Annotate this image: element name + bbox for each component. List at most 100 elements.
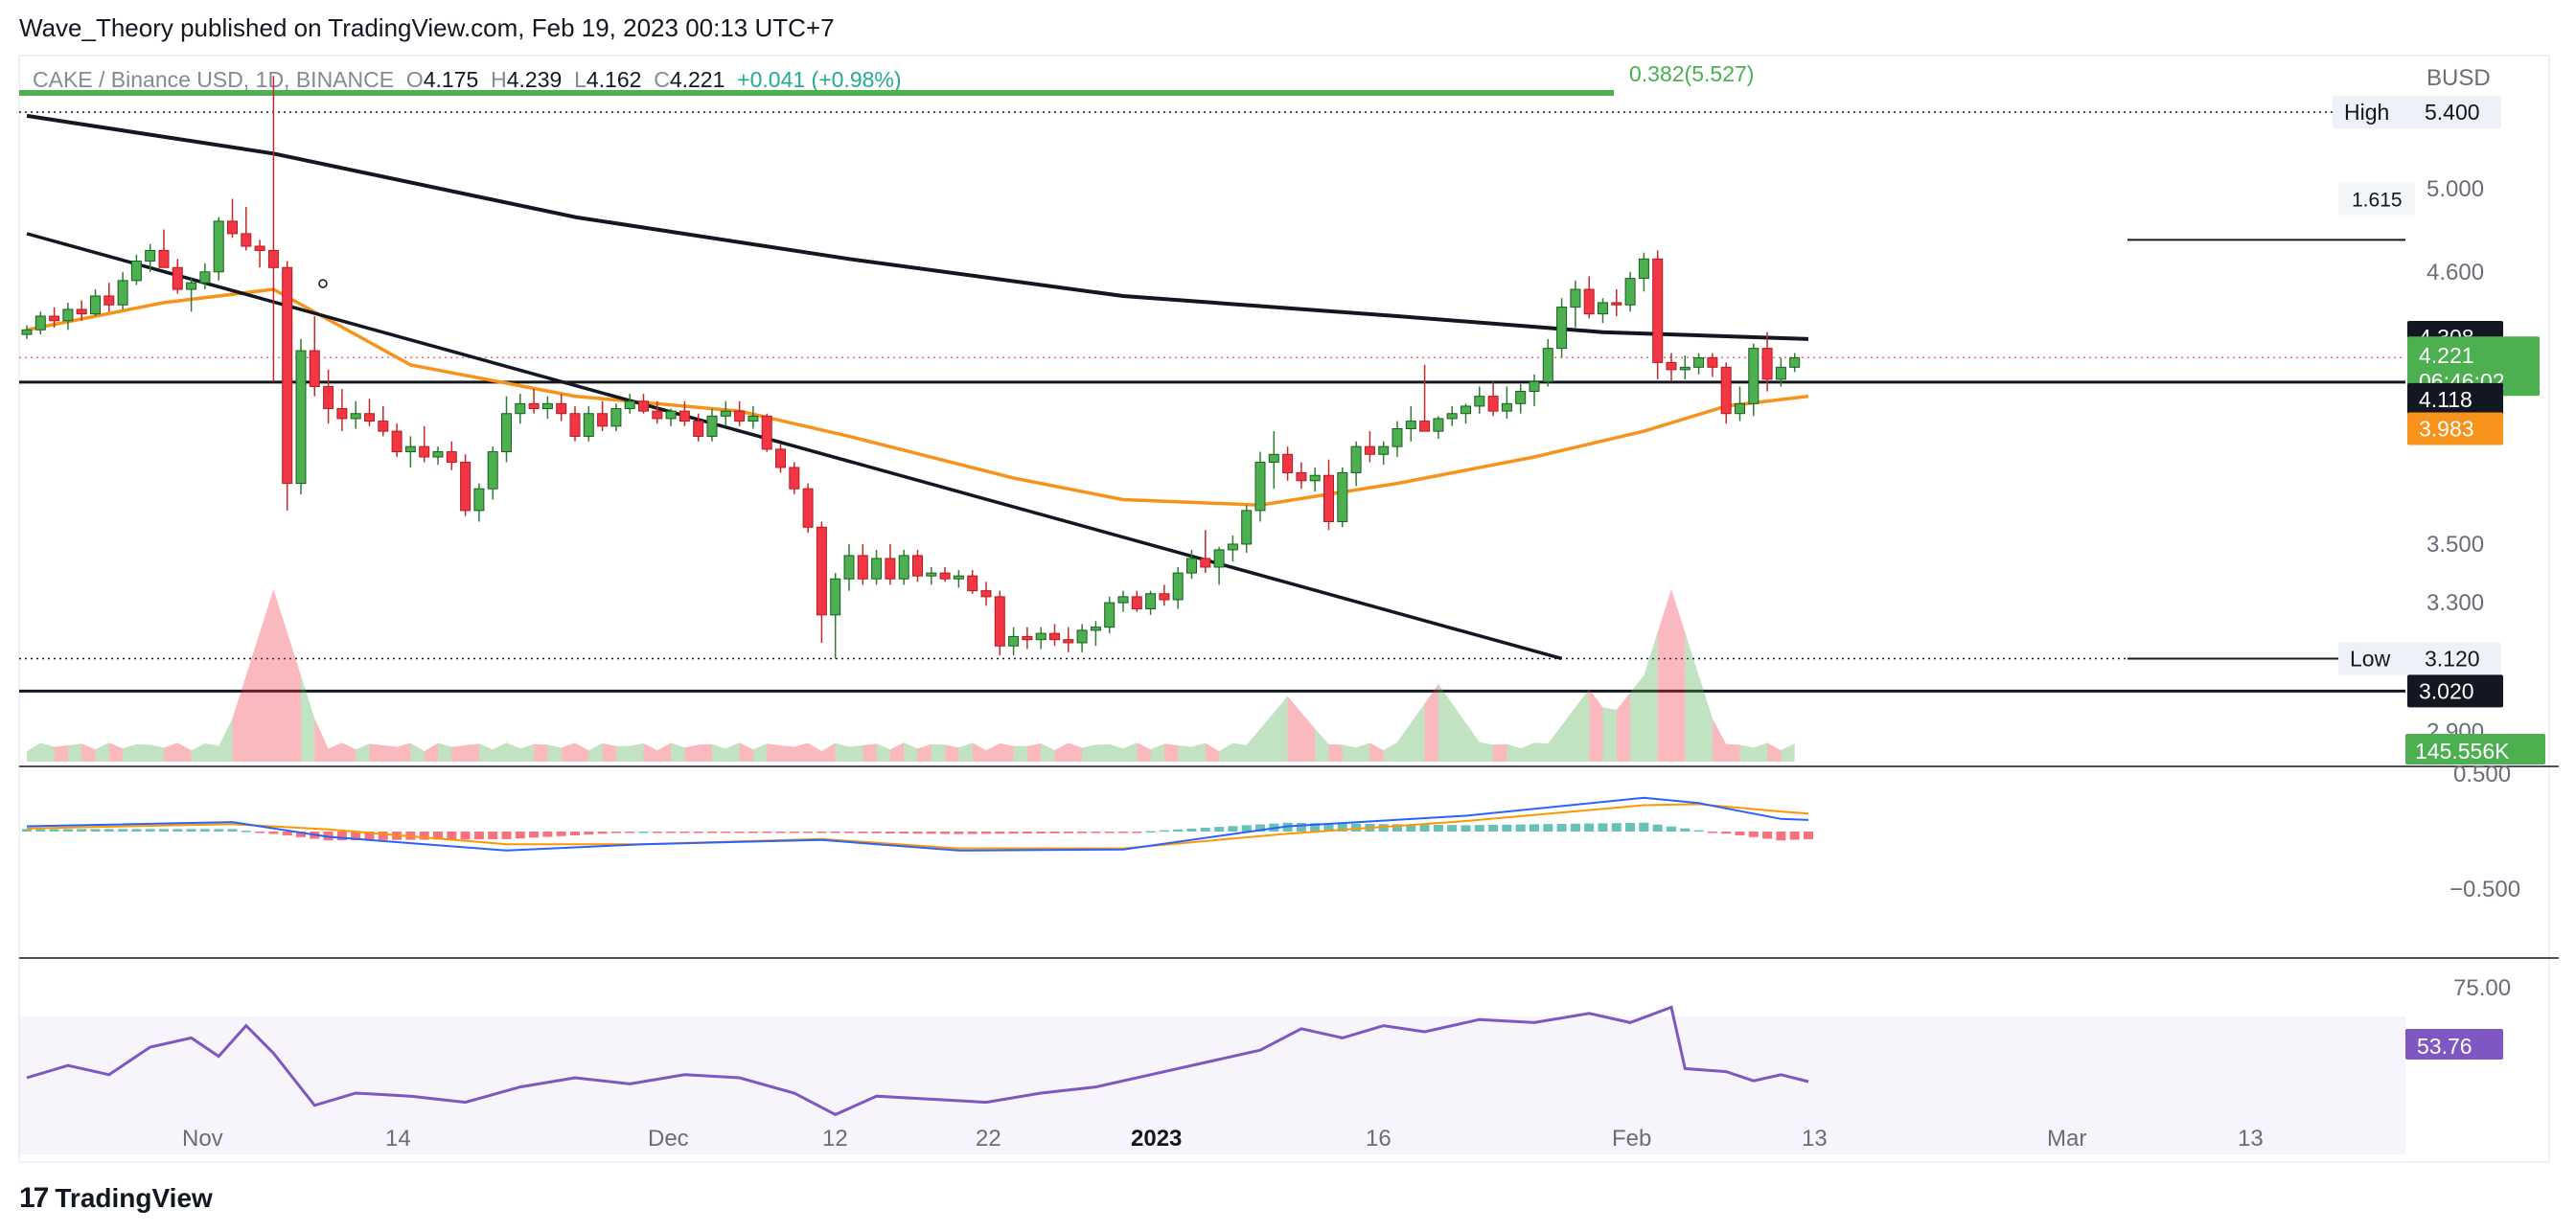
- candle[interactable]: [460, 461, 472, 512]
- candle[interactable]: [1693, 356, 1705, 368]
- candle[interactable]: [391, 430, 402, 453]
- rsi-line[interactable]: [26, 1005, 1809, 1117]
- candle[interactable]: [90, 295, 101, 315]
- candle[interactable]: [953, 575, 964, 580]
- candle[interactable]: [967, 575, 978, 592]
- candle[interactable]: [597, 413, 609, 427]
- candle[interactable]: [1145, 593, 1157, 609]
- candle[interactable]: [1076, 629, 1088, 644]
- candle[interactable]: [1487, 396, 1499, 412]
- candle[interactable]: [1789, 356, 1801, 368]
- candle[interactable]: [350, 413, 361, 420]
- macd-line[interactable]: [26, 796, 1809, 852]
- candle[interactable]: [62, 308, 74, 322]
- candle[interactable]: [1200, 558, 1211, 568]
- candle[interactable]: [912, 555, 923, 577]
- candle[interactable]: [1446, 413, 1458, 420]
- candle[interactable]: [501, 413, 512, 453]
- ma-line[interactable]: [26, 113, 1809, 341]
- descending-trendline[interactable]: [26, 232, 1563, 661]
- candle[interactable]: [130, 261, 142, 282]
- candle[interactable]: [446, 451, 457, 463]
- candle[interactable]: [1008, 635, 1020, 647]
- candle[interactable]: [1090, 627, 1101, 631]
- candle[interactable]: [1556, 307, 1568, 350]
- candle[interactable]: [1296, 471, 1307, 482]
- candle[interactable]: [569, 413, 581, 437]
- candle[interactable]: [515, 402, 526, 415]
- tradingview-logo[interactable]: 17 TradingView: [19, 1182, 213, 1215]
- candle[interactable]: [1761, 348, 1773, 380]
- candle[interactable]: [1254, 461, 1266, 512]
- candle[interactable]: [1529, 380, 1540, 393]
- candle[interactable]: [652, 410, 663, 420]
- candle[interactable]: [1638, 258, 1649, 280]
- candle[interactable]: [898, 555, 909, 580]
- candle[interactable]: [172, 266, 183, 290]
- candle[interactable]: [1501, 402, 1512, 412]
- candle[interactable]: [1570, 288, 1581, 308]
- candle[interactable]: [775, 448, 786, 468]
- candle[interactable]: [1309, 474, 1321, 482]
- candle[interactable]: [1611, 302, 1622, 306]
- candle[interactable]: [1583, 288, 1595, 315]
- candle[interactable]: [404, 445, 416, 453]
- candle[interactable]: [871, 558, 883, 580]
- ema-line[interactable]: [26, 287, 1809, 507]
- candle[interactable]: [939, 572, 951, 580]
- candle[interactable]: [1542, 348, 1553, 382]
- candle[interactable]: [227, 220, 238, 235]
- candle[interactable]: [1186, 558, 1197, 574]
- candle[interactable]: [1159, 593, 1170, 601]
- candle[interactable]: [1364, 445, 1375, 455]
- candle[interactable]: [1624, 278, 1636, 306]
- candle[interactable]: [678, 410, 690, 422]
- candle[interactable]: [364, 413, 375, 422]
- candle[interactable]: [1241, 510, 1253, 545]
- candle[interactable]: [528, 402, 540, 410]
- candle[interactable]: [720, 410, 731, 417]
- candle[interactable]: [1748, 348, 1760, 404]
- candle[interactable]: [1679, 366, 1690, 371]
- candle[interactable]: [1720, 366, 1732, 415]
- macd-signal-line[interactable]: [26, 803, 1809, 850]
- candle[interactable]: [857, 555, 868, 580]
- candle[interactable]: [1022, 635, 1033, 641]
- candle[interactable]: [1405, 421, 1416, 429]
- candle[interactable]: [693, 421, 704, 437]
- candle[interactable]: [145, 249, 156, 262]
- candle[interactable]: [1350, 445, 1362, 473]
- candle[interactable]: [309, 350, 320, 387]
- candle[interactable]: [802, 488, 814, 528]
- candle[interactable]: [323, 385, 334, 410]
- candle[interactable]: [1652, 258, 1664, 363]
- candle[interactable]: [1378, 445, 1390, 455]
- candle[interactable]: [34, 315, 46, 331]
- candle[interactable]: [1227, 543, 1238, 551]
- candle[interactable]: [213, 220, 224, 273]
- candle[interactable]: [638, 400, 649, 412]
- candle[interactable]: [1268, 453, 1279, 463]
- candle[interactable]: [1775, 366, 1786, 380]
- candle[interactable]: [473, 488, 485, 512]
- candle[interactable]: [1131, 596, 1142, 609]
- candle[interactable]: [665, 410, 677, 420]
- candle[interactable]: [1049, 632, 1060, 641]
- candle[interactable]: [1460, 405, 1471, 415]
- candle[interactable]: [926, 572, 937, 577]
- candle[interactable]: [1433, 418, 1444, 432]
- candle[interactable]: [541, 402, 553, 410]
- candle[interactable]: [734, 410, 746, 422]
- candle[interactable]: [830, 578, 841, 616]
- candle[interactable]: [378, 421, 389, 432]
- candle[interactable]: [295, 350, 307, 485]
- candle[interactable]: [748, 415, 759, 422]
- candle[interactable]: [994, 596, 1005, 647]
- candle[interactable]: [1104, 602, 1116, 628]
- event-marker-icon[interactable]: [318, 279, 328, 288]
- candle[interactable]: [21, 329, 33, 335]
- candle[interactable]: [1666, 361, 1677, 371]
- candle[interactable]: [49, 315, 60, 322]
- candle[interactable]: [1337, 471, 1348, 522]
